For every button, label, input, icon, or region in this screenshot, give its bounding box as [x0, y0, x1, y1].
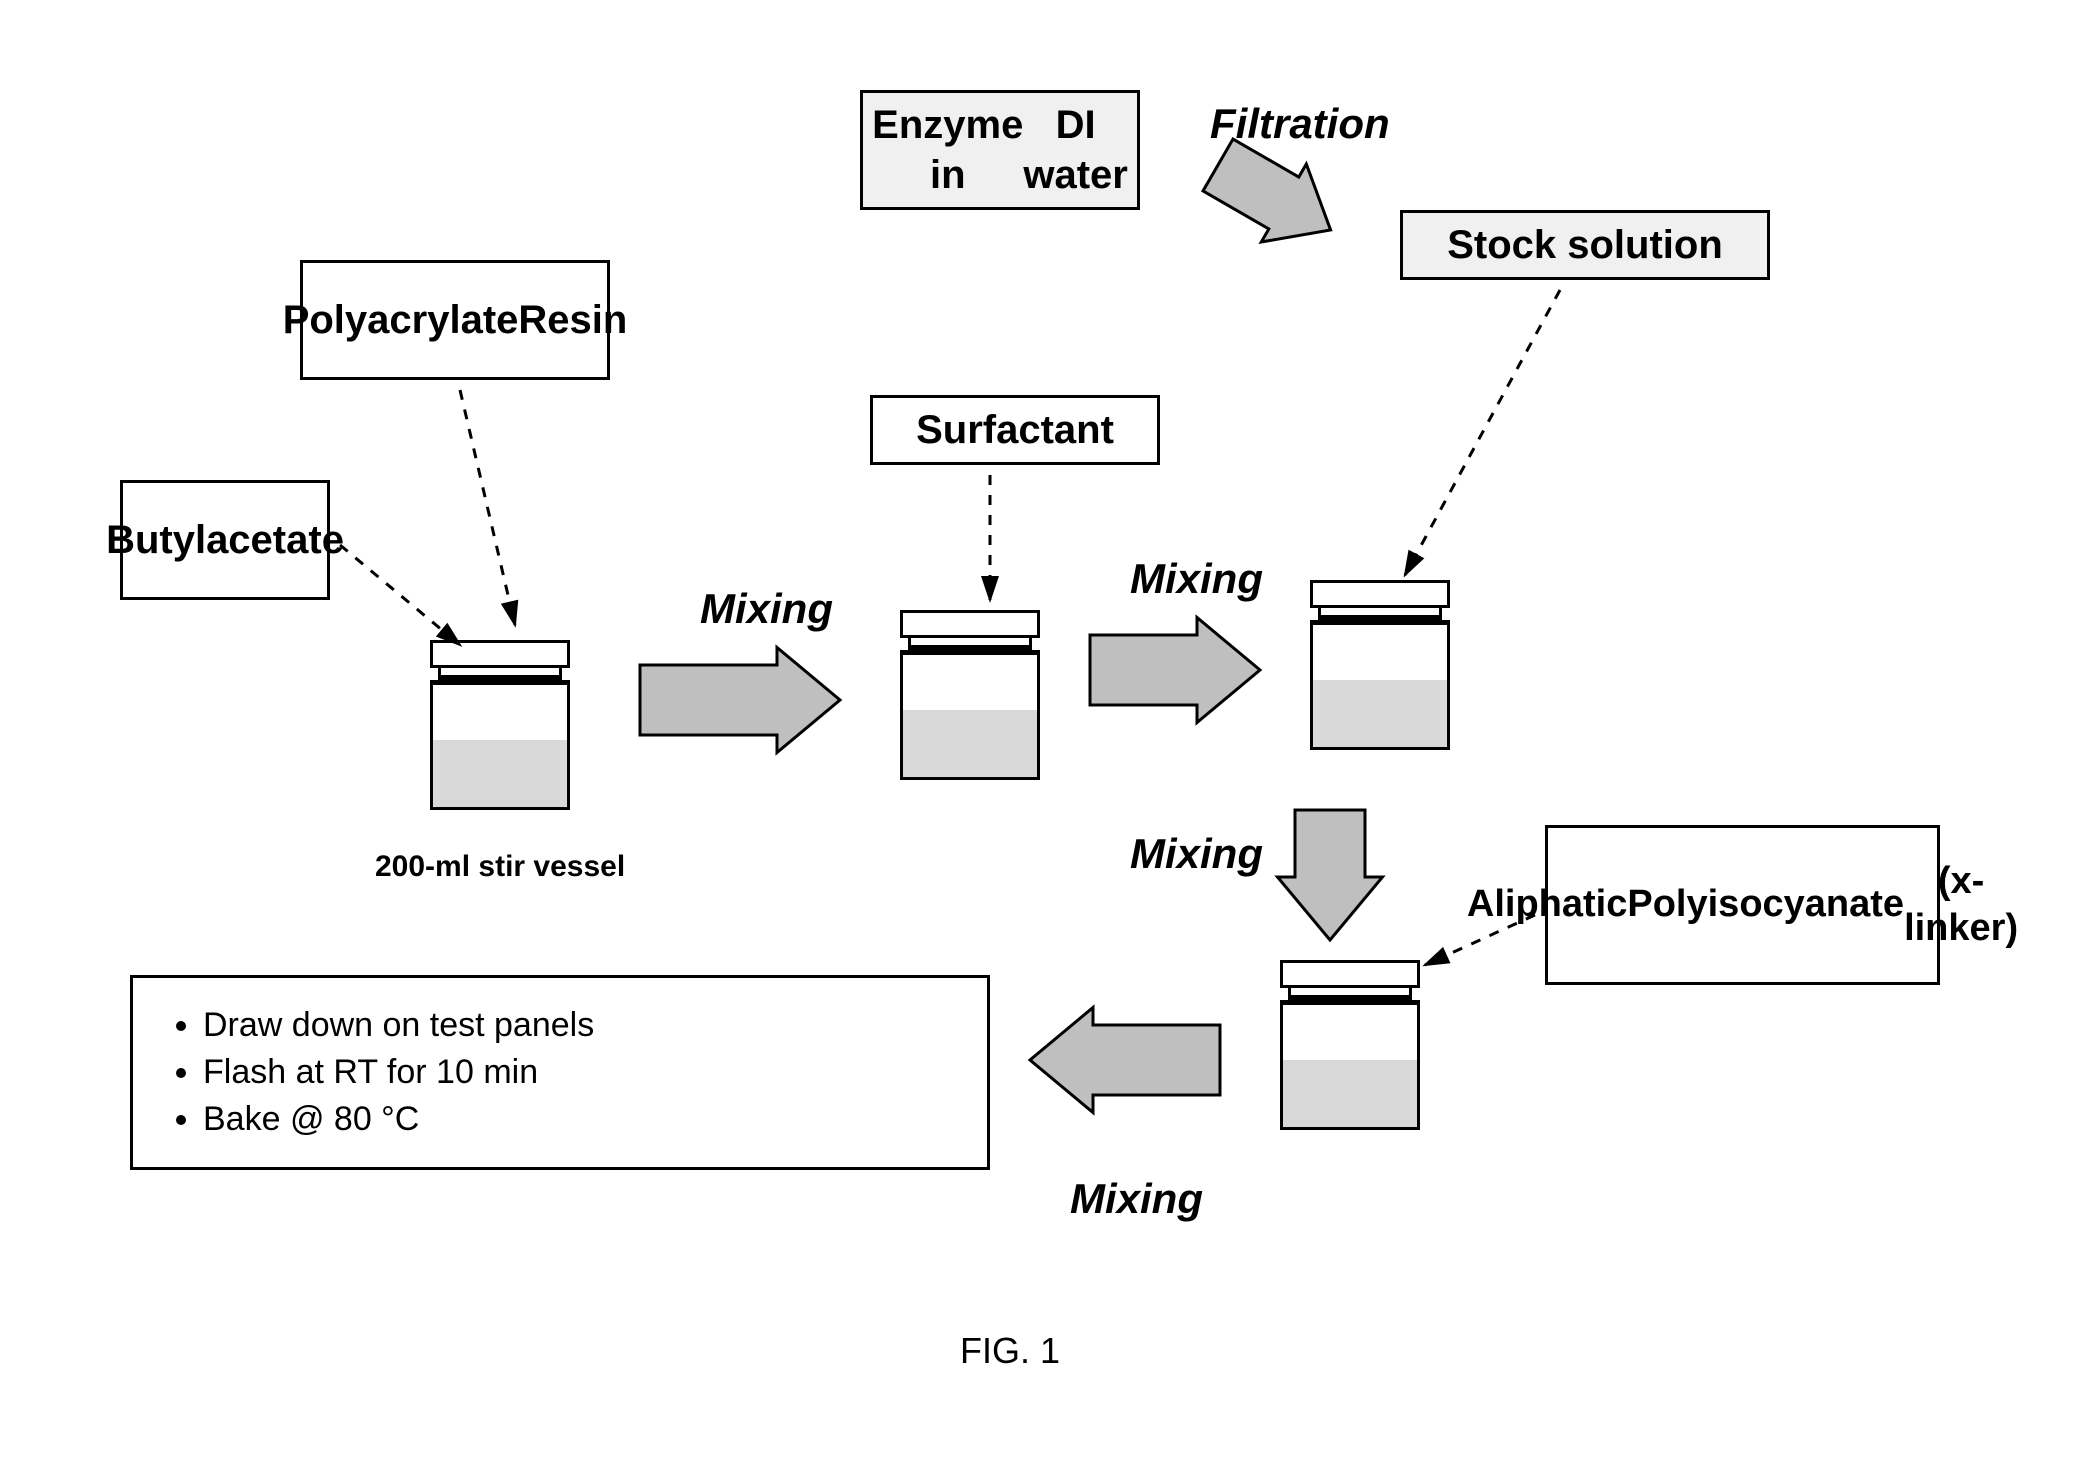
- box-butyl-acetate: Butylacetate: [120, 480, 330, 600]
- box-surfactant: Surfactant: [870, 395, 1160, 465]
- box-polyacrylate-resin: PolyacrylateResin: [300, 260, 610, 380]
- box-enzyme-di-water: Enzyme inDI water: [860, 90, 1140, 210]
- dashed-arrow-d_butyl_v1: [340, 545, 460, 645]
- label-mixing-1: Mixing: [700, 585, 833, 633]
- label-mixing-3: Mixing: [1130, 830, 1263, 878]
- dashed-arrow-d_stock_v3: [1405, 290, 1560, 575]
- final-step-item: Draw down on test panels: [203, 1006, 957, 1045]
- vessel-1: [430, 640, 570, 810]
- block-arrow-a_v2_v3: [1090, 618, 1260, 723]
- box-aliphatic-polyisocyanate: AliphaticPolyisocyanate(x-linker): [1545, 825, 1940, 985]
- label-mixing-4: Mixing: [1070, 1175, 1203, 1223]
- label-mixing-2: Mixing: [1130, 555, 1263, 603]
- label-filtration: Filtration: [1210, 100, 1390, 148]
- block-arrow-a_v1_v2: [640, 648, 840, 753]
- vessel-3: [1310, 580, 1450, 750]
- figure-label: FIG. 1: [960, 1330, 1060, 1372]
- diagram-canvas: Enzyme inDI water Stock solution Polyacr…: [0, 0, 2078, 1475]
- vessel-2: [900, 610, 1040, 780]
- final-steps-box: Draw down on test panels Flash at RT for …: [130, 975, 990, 1170]
- box-stock-solution: Stock solution: [1400, 210, 1770, 280]
- dashed-arrow-d_poly_v1: [460, 390, 515, 625]
- block-arrow-a_v3_v4: [1278, 810, 1383, 940]
- label-vessel-caption: 200-ml stir vessel: [375, 850, 625, 884]
- final-step-item: Bake @ 80 °C: [203, 1100, 957, 1139]
- final-step-item: Flash at RT for 10 min: [203, 1053, 957, 1092]
- vessel-4: [1280, 960, 1420, 1130]
- block-arrow-a_v4_bullets: [1030, 1008, 1220, 1113]
- final-steps-list: Draw down on test panels Flash at RT for …: [163, 1006, 957, 1139]
